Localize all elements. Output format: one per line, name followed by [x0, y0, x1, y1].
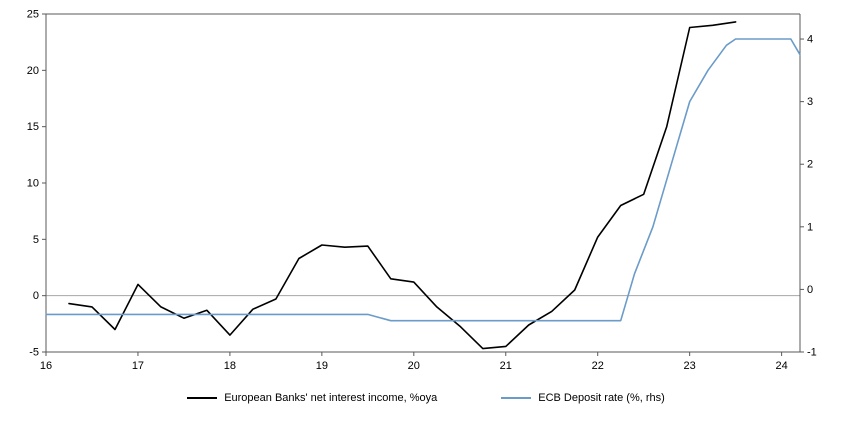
- left-axis-tick-label: -5: [29, 347, 39, 359]
- series-line-1: [45, 38, 801, 322]
- legend-item-net-interest-income: European Banks' net interest income, %oy…: [187, 392, 437, 404]
- x-axis-tick-label: 24: [775, 360, 787, 372]
- ecb-line-swatch: [501, 397, 532, 399]
- legend-label-net-interest-income: European Banks' net interest income, %oy…: [224, 392, 438, 404]
- right-axis-tick-label: 3: [807, 96, 813, 108]
- x-axis-tick-label: 16: [40, 360, 52, 372]
- x-axis-tick-label: 19: [316, 360, 328, 372]
- left-axis-tick-label: 25: [27, 9, 39, 21]
- x-axis-tick-label: 22: [592, 360, 604, 372]
- left-axis-tick-label: 5: [33, 234, 39, 246]
- left-axis-tick-label: 20: [27, 65, 39, 77]
- x-axis-tick-label: 23: [684, 360, 696, 372]
- x-axis-tick-label: 17: [132, 360, 144, 372]
- line-chart: -5 0 5 10 15 20 25 -1 0 1 2 3 4 16 17 18 19 20 21 22 23 24: [27, 9, 817, 373]
- legend-label-ecb-deposit-rate: ECB Deposit rate (%, rhs): [538, 392, 665, 404]
- series-line-0: [68, 21, 737, 350]
- right-axis-tick-label: -1: [807, 347, 817, 359]
- x-axis-tick-label: 21: [500, 360, 512, 372]
- right-axis-tick-label: 2: [807, 159, 813, 171]
- right-axis-tick-label: 4: [807, 34, 813, 46]
- legend-item-ecb-deposit-rate: ECB Deposit rate (%, rhs): [501, 392, 665, 404]
- left-axis-tick-label: 0: [33, 290, 39, 302]
- nii-line-swatch: [187, 397, 218, 399]
- left-axis-tick-label: 15: [27, 121, 39, 133]
- x-axis-tick-label: 20: [408, 360, 420, 372]
- right-axis-tick-label: 1: [807, 221, 813, 233]
- chart-legend: European Banks' net interest income, %oy…: [0, 392, 852, 404]
- right-axis-tick-label: 0: [807, 284, 813, 296]
- left-axis-tick-label: 10: [27, 178, 39, 190]
- x-axis-tick-label: 18: [224, 360, 236, 372]
